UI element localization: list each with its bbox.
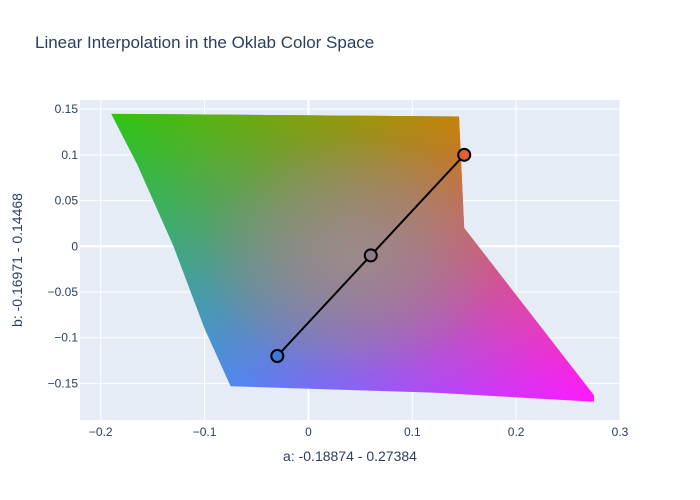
x-tick-label: −0.2 (89, 425, 113, 439)
x-tick-label: 0.2 (508, 425, 525, 439)
x-tick-label: −0.1 (193, 425, 217, 439)
y-tick-label: 0 (71, 239, 78, 253)
x-tick-labels: −0.2 −0.1 0 0.1 0.2 0.3 (89, 425, 629, 439)
interpolation-point[interactable] (457, 147, 472, 162)
interpolation-line-layer (270, 147, 472, 363)
y-tick-label: −0.05 (48, 285, 79, 299)
chart-title: Linear Interpolation in the Oklab Color … (35, 33, 375, 52)
interpolation-point[interactable] (270, 349, 285, 363)
y-tick-label: −0.15 (48, 376, 79, 390)
y-tick-label: 0.1 (61, 148, 78, 162)
x-tick-label: 0 (305, 425, 312, 439)
gamut-center-tint (205, 135, 506, 376)
interpolation-point[interactable] (363, 248, 378, 263)
x-axis-title: a: -0.18874 - 0.27384 (283, 448, 417, 464)
x-tick-label: 0.3 (612, 425, 629, 439)
y-tick-label: 0.15 (55, 102, 79, 116)
x-tick-label: 0.1 (404, 425, 421, 439)
y-tick-label: 0.05 (55, 194, 79, 208)
y-tick-label: −0.1 (54, 331, 78, 345)
y-tick-labels: −0.15 −0.1 −0.05 0 0.05 0.1 0.15 (48, 102, 79, 390)
y-axis-title: b: -0.16971 - 0.14468 (9, 193, 25, 327)
